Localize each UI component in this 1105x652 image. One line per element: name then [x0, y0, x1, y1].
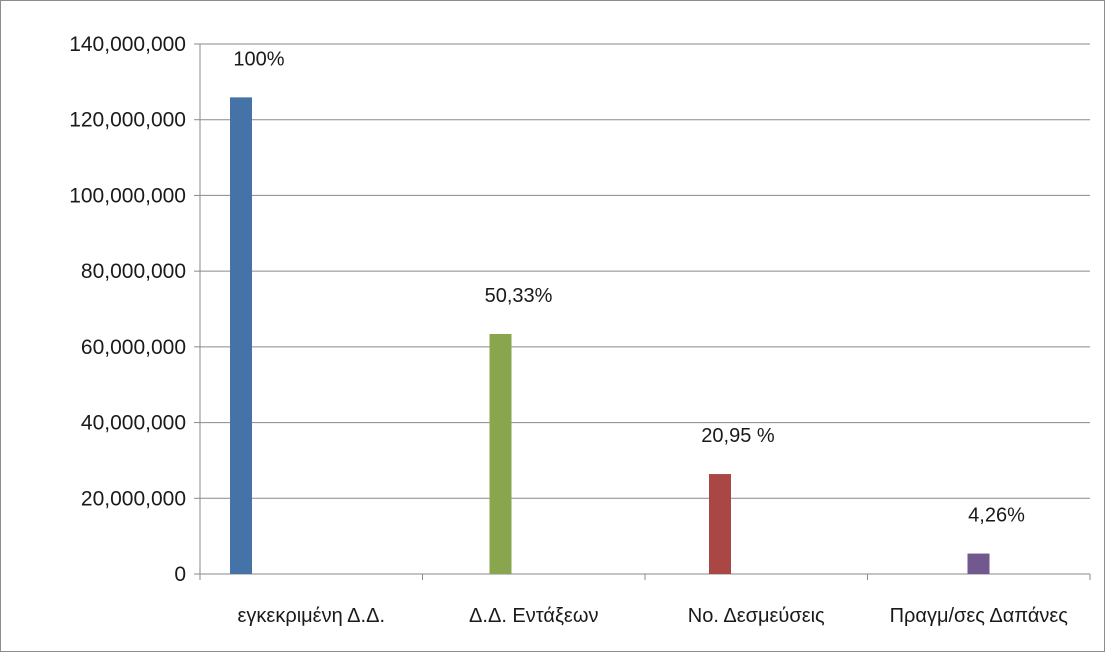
- gridlines: [200, 43, 1090, 499]
- y-tick-label: 100,000,000: [69, 184, 186, 207]
- y-tick-label: 80,000,000: [81, 260, 186, 283]
- bar-3: [709, 474, 731, 574]
- category-label-2: Δ.Δ. Εντάξεων: [469, 605, 598, 627]
- category-label-1: εγκεκριμένη Δ.Δ.: [238, 605, 386, 627]
- data-label-2: 50,33%: [485, 285, 553, 307]
- data-label-1: 100%: [233, 48, 284, 70]
- y-tick-label: 40,000,000: [81, 412, 186, 435]
- bar-1: [230, 97, 252, 574]
- category-label-4: Πραγμ/σες Δαπάνες: [890, 605, 1069, 627]
- y-tick-label: 120,000,000: [69, 109, 186, 132]
- category-label-3: Νο. Δεσμεύσεις: [688, 605, 825, 627]
- data-label-4: 4,26%: [968, 505, 1025, 527]
- axes: [194, 43, 1091, 580]
- y-tick-label: 60,000,000: [81, 336, 186, 359]
- bar-4: [967, 553, 990, 574]
- labels: 0 20,000,000 40,000,000 60,000,000 80,000,00…: [69, 33, 1068, 627]
- bar-2: [489, 333, 512, 574]
- bars: [230, 97, 990, 574]
- y-tick-label: 20,000,000: [81, 487, 186, 510]
- y-tick-label: 0: [174, 563, 186, 586]
- data-label-3: 20,95 %: [701, 425, 775, 447]
- y-tick-label: 140,000,000: [69, 33, 186, 56]
